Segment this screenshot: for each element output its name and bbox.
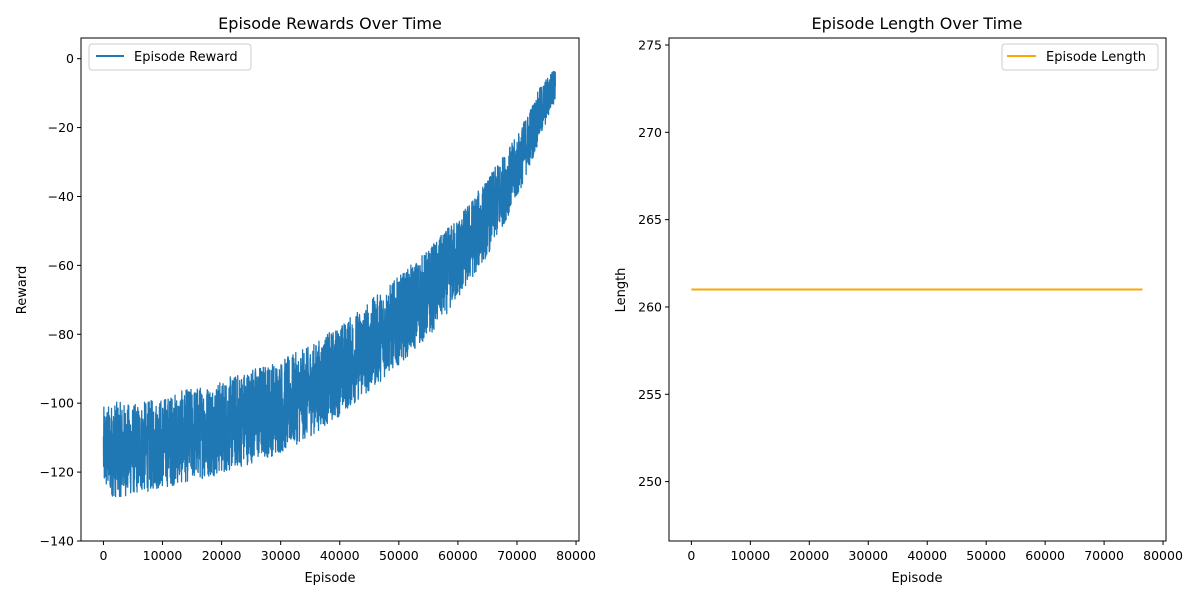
axes-frame bbox=[668, 37, 1167, 542]
y-tick-label: 255 bbox=[638, 387, 662, 402]
y-tick-label: 270 bbox=[638, 125, 662, 140]
y-tick-label: −40 bbox=[48, 189, 74, 204]
y-tick-label: 265 bbox=[638, 212, 662, 227]
x-tick-label: 70000 bbox=[1084, 548, 1124, 563]
legend-box bbox=[88, 43, 252, 71]
legend-entry: Episode Length bbox=[1046, 50, 1146, 65]
y-ticks: −140 −120 −100 −80 −60 −40 −20 0 bbox=[40, 51, 81, 549]
x-tick-label: 10000 bbox=[143, 548, 183, 563]
y-tick-label: −80 bbox=[48, 327, 74, 342]
x-tick-label: 50000 bbox=[379, 548, 419, 563]
chart-episode-rewards: Episode Rewards Over Time Episode Reward… bbox=[15, 14, 596, 586]
x-tick-label: 30000 bbox=[261, 548, 301, 563]
x-tick-label: 40000 bbox=[907, 548, 947, 563]
y-tick-label: −140 bbox=[40, 534, 74, 549]
x-tick-label: 80000 bbox=[1143, 548, 1183, 563]
y-tick-label: 0 bbox=[66, 51, 74, 66]
series-line bbox=[102, 70, 557, 498]
chart-title: Episode Length Over Time bbox=[812, 14, 1023, 33]
legend: Episode Reward bbox=[88, 43, 252, 71]
x-axis-label: Episode bbox=[304, 571, 355, 586]
x-tick-label: 20000 bbox=[789, 548, 829, 563]
x-ticks: 0 10000 20000 30000 40000 50000 60000 70000 8000… bbox=[99, 541, 596, 563]
x-tick-label: 70000 bbox=[497, 548, 537, 563]
y-tick-label: 275 bbox=[638, 37, 662, 52]
x-axis-label: Episode bbox=[891, 571, 942, 586]
x-ticks: 0 10000 20000 30000 40000 50000 60000 70000 8000… bbox=[687, 541, 1183, 563]
chart-title: Episode Rewards Over Time bbox=[218, 14, 442, 33]
x-tick-label: 60000 bbox=[1025, 548, 1065, 563]
y-ticks: 250 255 260 265 270 275 bbox=[638, 37, 669, 489]
legend: Episode Length bbox=[1001, 43, 1159, 71]
x-tick-label: 60000 bbox=[438, 548, 478, 563]
x-tick-label: 20000 bbox=[202, 548, 242, 563]
y-tick-label: 260 bbox=[638, 299, 662, 314]
y-axis-label: Reward bbox=[15, 266, 30, 314]
y-axis-label: Length bbox=[614, 268, 629, 313]
x-tick-label: 80000 bbox=[556, 548, 596, 563]
axes-frame bbox=[80, 37, 580, 542]
x-tick-label: 40000 bbox=[320, 548, 360, 563]
legend-entry: Episode Reward bbox=[134, 50, 238, 65]
x-tick-label: 30000 bbox=[848, 548, 888, 563]
legend-box bbox=[1001, 43, 1159, 71]
y-tick-label: −20 bbox=[48, 120, 74, 135]
x-tick-label: 50000 bbox=[966, 548, 1006, 563]
chart-episode-length: Episode Length Over Time Episode Length … bbox=[614, 14, 1183, 586]
y-tick-label: 250 bbox=[638, 474, 662, 489]
plot-area bbox=[102, 70, 557, 498]
y-tick-label: −100 bbox=[40, 396, 74, 411]
x-tick-label: 0 bbox=[99, 548, 107, 563]
y-tick-label: −60 bbox=[48, 258, 74, 273]
y-tick-label: −120 bbox=[40, 465, 74, 480]
x-tick-label: 0 bbox=[687, 548, 695, 563]
x-tick-label: 10000 bbox=[730, 548, 770, 563]
